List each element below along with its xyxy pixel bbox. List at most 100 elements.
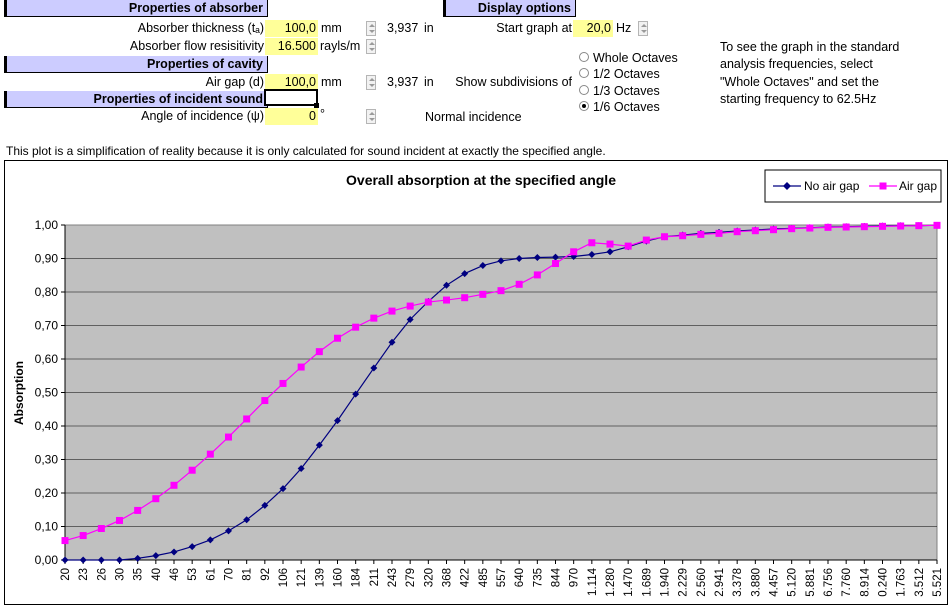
flow-input[interactable]: 16.500 bbox=[265, 38, 318, 55]
gap-spinner[interactable] bbox=[366, 75, 376, 90]
data-point-air-gap bbox=[297, 363, 305, 371]
y-tick-label: 0,50 bbox=[35, 386, 59, 400]
spin-down-icon[interactable] bbox=[369, 118, 375, 121]
y-tick-label: 0,60 bbox=[35, 352, 59, 366]
data-point-air-gap bbox=[860, 223, 868, 231]
data-point-no-air-gap bbox=[515, 255, 523, 262]
legend-label-gap: Air gap bbox=[899, 179, 937, 193]
x-tick-label: 320 bbox=[423, 568, 435, 587]
x-tick-label: 5.120 bbox=[787, 568, 799, 597]
spin-up-icon[interactable] bbox=[369, 112, 375, 115]
data-point-air-gap bbox=[225, 433, 232, 441]
fill-handle[interactable] bbox=[314, 103, 319, 108]
x-tick-label: 3.378 bbox=[732, 568, 744, 597]
x-tick-label: 1.689 bbox=[641, 568, 653, 597]
start-spinner[interactable] bbox=[638, 21, 648, 36]
x-tick-label: 485 bbox=[478, 568, 490, 587]
x-tick-label: 23 bbox=[78, 568, 90, 581]
data-point-air-gap bbox=[352, 323, 360, 331]
gap-unit: mm bbox=[321, 75, 342, 89]
x-tick-label: 5.881 bbox=[805, 568, 817, 597]
simplification-note: This plot is a simplification of reality… bbox=[6, 144, 606, 158]
option-sixth-octaves[interactable]: 1/6 Octaves bbox=[593, 100, 660, 114]
angle-spinner[interactable] bbox=[366, 109, 376, 124]
data-point-no-air-gap bbox=[334, 417, 341, 425]
incident-header-text: Properties of incident sound bbox=[93, 92, 263, 106]
data-point-no-air-gap bbox=[225, 527, 232, 535]
thickness-spinner[interactable] bbox=[366, 21, 376, 36]
data-point-air-gap bbox=[334, 334, 341, 342]
data-point-air-gap bbox=[879, 222, 886, 230]
cavity-header: Properties of cavity bbox=[4, 56, 268, 73]
x-tick-label: 46 bbox=[169, 568, 181, 581]
spin-up-icon[interactable] bbox=[369, 24, 375, 27]
data-point-air-gap bbox=[515, 280, 523, 288]
x-tick-label: 3.880 bbox=[750, 568, 762, 597]
radio-half-octaves[interactable] bbox=[579, 68, 589, 78]
data-point-air-gap bbox=[116, 516, 123, 524]
spin-up-icon[interactable] bbox=[369, 78, 375, 81]
data-point-air-gap bbox=[243, 415, 251, 423]
angle-input[interactable]: 0 bbox=[265, 108, 318, 125]
data-point-air-gap bbox=[697, 230, 705, 238]
x-tick-label: 160 bbox=[333, 568, 345, 587]
x-tick-label: 368 bbox=[442, 568, 454, 587]
data-point-no-air-gap bbox=[479, 262, 487, 270]
thickness-input[interactable]: 100,0 bbox=[265, 20, 318, 37]
data-point-air-gap bbox=[642, 236, 650, 244]
chart-area[interactable]: 0,00 0,10 0,20 0,30 0,40 0,50 0,60 0,70 0,80 0,90… bbox=[4, 160, 948, 605]
data-point-air-gap bbox=[842, 223, 850, 231]
angle-label: Angle of incidence (ψ) bbox=[141, 109, 264, 123]
info-line-4: starting frequency to 62.5Hz bbox=[720, 92, 877, 106]
spin-down-icon[interactable] bbox=[641, 30, 647, 33]
radio-sixth-octaves[interactable] bbox=[579, 101, 589, 111]
data-point-no-air-gap bbox=[443, 281, 450, 289]
spin-down-icon[interactable] bbox=[369, 30, 375, 33]
option-half-octaves[interactable]: 1/2 Octaves bbox=[593, 67, 660, 81]
x-tick-label: 3.512 bbox=[914, 568, 926, 597]
y-tick-label: 0,70 bbox=[35, 319, 59, 333]
incident-header: Properties of incident sound bbox=[4, 91, 268, 108]
data-point-air-gap bbox=[479, 290, 487, 298]
start-input[interactable]: 20,0 bbox=[573, 20, 613, 37]
x-tick-label: 106 bbox=[278, 568, 290, 587]
absorber-header-text: Properties of absorber bbox=[128, 1, 263, 15]
radio-whole-octaves[interactable] bbox=[579, 52, 589, 62]
spin-down-icon[interactable] bbox=[369, 84, 375, 87]
legend-marker-no-gap bbox=[783, 182, 791, 190]
data-point-air-gap bbox=[588, 239, 596, 247]
data-point-air-gap bbox=[97, 525, 105, 533]
gap-inches: 3,937 bbox=[387, 75, 419, 89]
data-point-no-air-gap bbox=[315, 441, 323, 449]
data-point-no-air-gap bbox=[116, 556, 123, 564]
data-point-air-gap bbox=[206, 450, 214, 458]
flow-spinner[interactable] bbox=[366, 39, 376, 54]
spin-down-icon[interactable] bbox=[369, 48, 375, 51]
data-point-air-gap bbox=[533, 271, 541, 279]
display-header-text: Display options bbox=[477, 1, 571, 15]
data-point-air-gap bbox=[170, 481, 178, 489]
data-point-air-gap bbox=[824, 223, 832, 231]
x-tick-label: 1.280 bbox=[605, 568, 617, 597]
radio-third-octaves[interactable] bbox=[579, 85, 589, 95]
chart-title: Overall absorption at the specified angl… bbox=[346, 172, 616, 188]
selected-cell[interactable] bbox=[264, 89, 318, 106]
x-tick-label: 1.763 bbox=[896, 568, 908, 597]
gap-input[interactable]: 100,0 bbox=[265, 74, 318, 91]
x-tick-label: 1.940 bbox=[660, 568, 672, 597]
data-point-no-air-gap bbox=[388, 338, 396, 346]
data-point-air-gap bbox=[661, 233, 668, 241]
option-whole-octaves[interactable]: Whole Octaves bbox=[593, 51, 678, 65]
option-third-octaves[interactable]: 1/3 Octaves bbox=[593, 84, 660, 98]
x-tick-label: 0.240 bbox=[878, 568, 890, 597]
spin-up-icon[interactable] bbox=[369, 42, 375, 45]
spin-up-icon[interactable] bbox=[641, 24, 647, 27]
data-point-air-gap bbox=[443, 296, 450, 304]
data-point-air-gap bbox=[497, 287, 505, 295]
data-point-air-gap bbox=[461, 294, 469, 302]
x-tick-label: 6.756 bbox=[823, 568, 835, 597]
data-point-air-gap bbox=[261, 397, 269, 405]
data-point-no-air-gap bbox=[570, 252, 578, 260]
x-tick-label: 243 bbox=[387, 568, 399, 587]
info-line-2: analysis frequencies, select bbox=[720, 57, 873, 71]
